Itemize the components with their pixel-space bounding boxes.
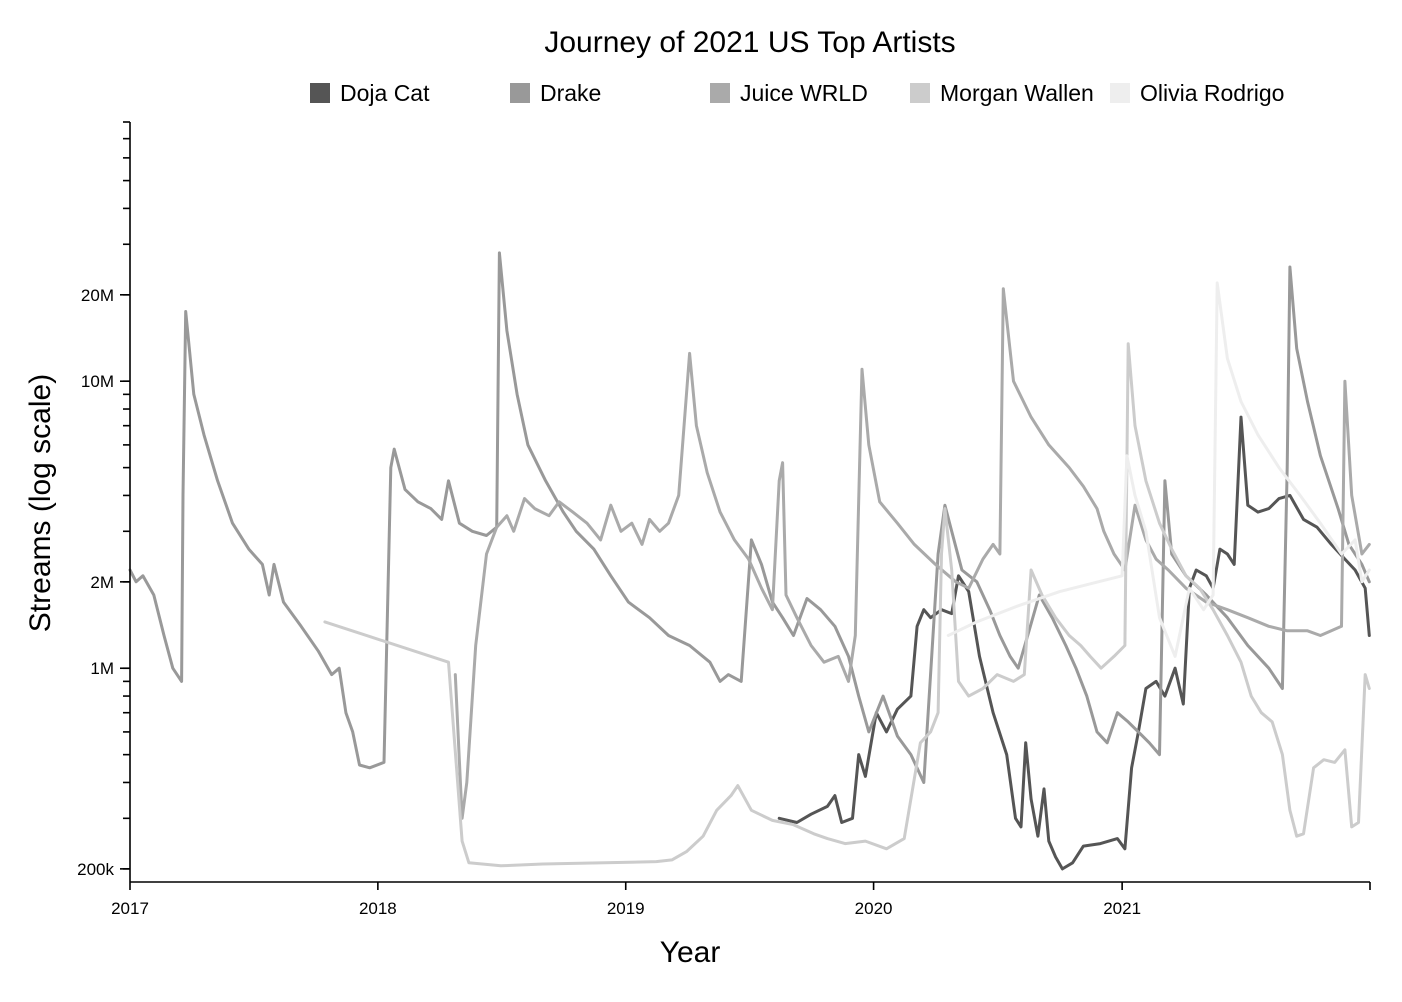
x-tick-label: 2018: [359, 899, 397, 918]
x-axis-ticks: 2017 2018 2019 2020 2021: [111, 882, 1371, 918]
y-tick-label: 2M: [90, 573, 114, 592]
chart-title: Journey of 2021 US Top Artists: [544, 26, 955, 59]
legend-item: Drake: [510, 80, 601, 106]
y-axis-ticks: 200k 1M 2M 10M 20M: [77, 121, 130, 879]
y-tick-label: 20M: [81, 286, 114, 305]
legend-label: Olivia Rodrigo: [1140, 80, 1284, 106]
axes: 200k 1M 2M 10M 20M 2017 2018 2019 2020 2021: [77, 121, 1371, 918]
x-tick-label: 2019: [607, 899, 645, 918]
legend-item: Doja Cat: [310, 80, 430, 106]
series-line-juice-wrld: [453, 287, 1371, 820]
x-tick-label: 2017: [111, 899, 149, 918]
y-axis-title: Streams (log scale): [24, 374, 57, 632]
legend-swatch: [1110, 83, 1130, 103]
x-tick-label: 2021: [1103, 899, 1141, 918]
legend-swatch: [910, 83, 930, 103]
legend-item: Morgan Wallen: [910, 80, 1094, 106]
series-layer: [128, 251, 1371, 871]
legend-item: Olivia Rodrigo: [1110, 80, 1284, 106]
series-line-olivia-rodrigo: [946, 281, 1371, 658]
legend-label: Doja Cat: [340, 80, 430, 106]
legend-label: Juice WRLD: [740, 80, 868, 106]
y-tick-label: 1M: [90, 659, 114, 678]
series-line-drake: [128, 251, 1371, 784]
x-tick-label: 2020: [855, 899, 893, 918]
y-tick-label: 10M: [81, 372, 114, 391]
series-line-morgan-wallen: [323, 342, 1371, 868]
legend-item: Juice WRLD: [710, 80, 868, 106]
y-tick-label: 200k: [77, 860, 114, 879]
x-axis-title: Year: [660, 936, 721, 969]
legend-swatch: [510, 83, 530, 103]
legend-label: Morgan Wallen: [940, 80, 1094, 106]
legend-label: Drake: [540, 80, 601, 106]
series-line-doja-cat: [777, 415, 1371, 871]
legend: Doja Cat Drake Juice WRLD Morgan Wallen Oliv…: [310, 80, 1284, 106]
legend-swatch: [310, 83, 330, 103]
legend-swatch: [710, 83, 730, 103]
